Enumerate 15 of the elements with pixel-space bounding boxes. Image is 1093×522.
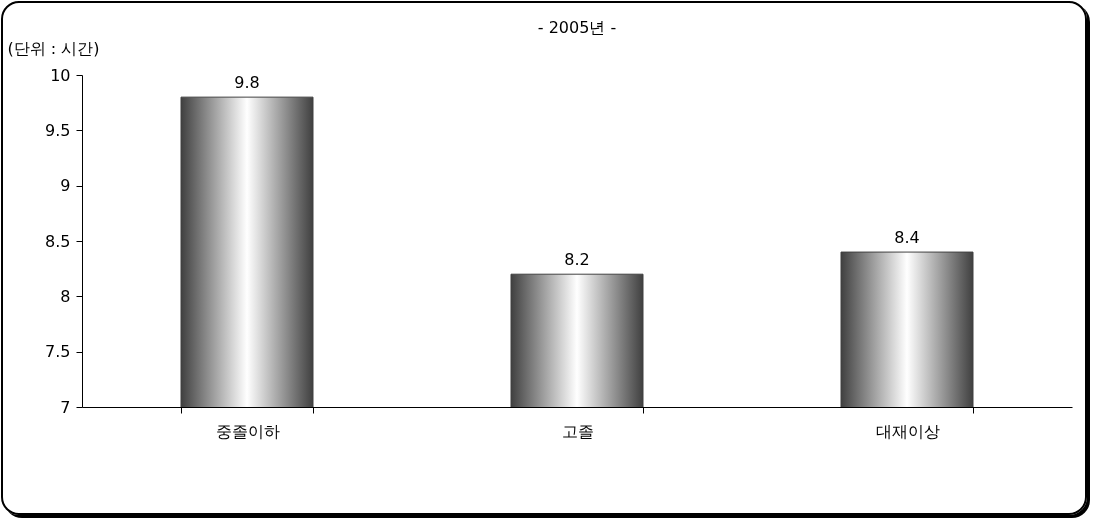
data-label: 8.4 (894, 228, 920, 248)
x-tick-label: 대재이상 (875, 421, 940, 441)
chart-title: - 2005년 - (537, 18, 617, 37)
y-tick-label: 8 (60, 286, 71, 306)
y-tick-label: 8.5 (45, 231, 71, 251)
y-tick-label: 9.5 (45, 120, 71, 140)
x-tick-label: 고졸 (561, 421, 594, 441)
y-tick-label: 10 (50, 65, 71, 85)
y-axis-title: (단위 : 시간) (7, 38, 100, 58)
x-tick-label: 중졸이하 (215, 421, 280, 441)
y-tick-label: 7 (60, 397, 71, 417)
y-tick-label: 9 (60, 176, 71, 196)
data-label: 9.8 (234, 73, 260, 93)
y-tick-label: 7.5 (45, 342, 71, 362)
data-label: 8.2 (564, 250, 590, 270)
